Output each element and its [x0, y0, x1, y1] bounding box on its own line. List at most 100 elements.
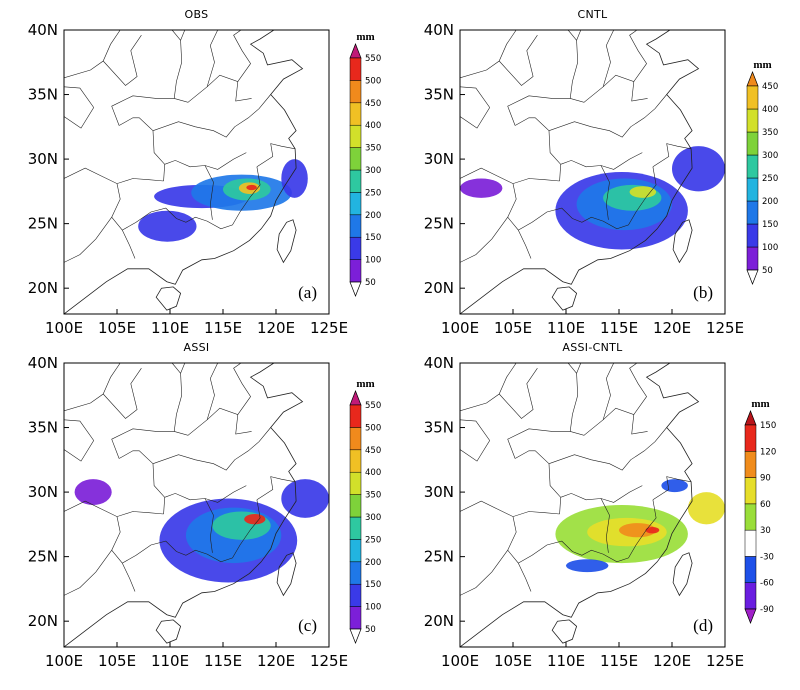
lon-tick-label: 125E	[310, 652, 348, 670]
colorbar-label: 500	[365, 76, 381, 86]
province-border	[64, 550, 112, 596]
lat-tick-label: 25N	[424, 215, 454, 233]
colorbar-segment	[349, 169, 362, 193]
map-frame	[459, 362, 726, 648]
map-frame	[63, 362, 330, 648]
colorbar-segment	[349, 427, 362, 451]
colorbar-top-arrow	[349, 43, 362, 59]
colorbar-label: 90	[760, 474, 771, 484]
province-border	[122, 562, 136, 592]
colorbar-segment	[746, 154, 759, 179]
colorbar-top-arrow	[746, 71, 759, 87]
rain-area	[460, 178, 503, 198]
taiwan-island	[276, 552, 297, 597]
lon-tick-label: 115E	[600, 319, 638, 337]
lat-tick-label: 40N	[424, 354, 454, 372]
province-border	[111, 363, 186, 459]
colorbar-segment	[349, 80, 362, 104]
lat-tick-label: 35N	[28, 86, 58, 104]
province-border	[507, 363, 582, 459]
panel-1: OBS (a) 100E 105E 110E 115E 120E 125E 20N 25N 30N 3…	[28, 8, 382, 337]
colorbar-segment	[744, 582, 757, 610]
province-border	[602, 30, 614, 87]
province-border	[460, 419, 491, 462]
province-border	[567, 30, 577, 41]
province-border	[233, 30, 251, 82]
lon-tick-label: 115E	[600, 652, 638, 670]
colorbar-label: 450	[365, 446, 381, 456]
colorbar-top-arrow	[349, 390, 362, 406]
colorbar-label: 150	[762, 220, 778, 230]
colorbar: 50 100 150 200 250 300 350 400 450 500 550 mm	[349, 31, 381, 297]
panel-label: (d)	[693, 616, 713, 635]
panel-title: CNTL	[578, 8, 609, 21]
province-border	[256, 143, 296, 168]
colorbar-segment	[349, 539, 362, 563]
rain-area	[619, 523, 657, 538]
colorbar-segment	[744, 503, 757, 531]
colorbar-unit: mm	[356, 31, 374, 43]
colorbar-label: -90	[760, 605, 774, 615]
coastline	[64, 30, 304, 314]
colorbar-segment	[349, 583, 362, 607]
rain-area	[687, 492, 725, 525]
lat-tick-label: 20N	[424, 612, 454, 630]
map-boundaries	[64, 30, 304, 314]
lat-tick-label: 35N	[424, 86, 454, 104]
panel-2: CNTL (b) 100E 105E 110E 115E 120E 125E 20N 25N 30N…	[424, 8, 779, 337]
province-border	[460, 500, 560, 517]
province-border	[602, 363, 614, 420]
rain-area	[661, 479, 688, 493]
rain-area	[281, 159, 308, 198]
colorbar-label: 350	[365, 144, 381, 154]
lon-tick-label: 115E	[204, 319, 242, 337]
lat-tick-label: 30N	[424, 483, 454, 501]
colorbar-label: 150	[760, 421, 776, 431]
colorbar-label: 450	[762, 82, 778, 92]
province-border	[460, 86, 491, 129]
lon-tick-label: 110E	[151, 319, 189, 337]
rain-area	[629, 186, 657, 198]
lon-tick-label: 120E	[653, 319, 691, 337]
rain-area	[566, 559, 609, 573]
colorbar-segment	[349, 561, 362, 585]
colorbar-label: 120	[760, 447, 776, 457]
colorbar: 50 100 150 200 250 300 350 400 450 mm	[746, 59, 778, 285]
hainan-island	[551, 286, 578, 311]
colorbar-label: -30	[760, 552, 774, 562]
colorbar-label: 450	[365, 99, 381, 109]
colorbar-bottom-arrow	[746, 269, 759, 285]
province-border	[256, 476, 296, 501]
panel-label: (b)	[693, 283, 713, 302]
colorbar-segment	[349, 147, 362, 171]
lon-tick-label: 125E	[310, 319, 348, 337]
province-border	[548, 427, 667, 471]
province-border	[111, 30, 186, 126]
lat-tick-label: 20N	[28, 279, 58, 297]
colorbar-bottom-arrow	[349, 628, 362, 644]
colorbar-segment	[744, 529, 757, 557]
rain-field	[74, 479, 329, 583]
lon-tick-label: 120E	[653, 652, 691, 670]
province-border	[600, 165, 610, 220]
lon-tick-label: 105E	[98, 319, 136, 337]
colorbar-label: 150	[365, 580, 381, 590]
colorbar-segment	[349, 404, 362, 428]
colorbar-label: 200	[762, 197, 778, 207]
lon-tick-label: 100E	[441, 319, 479, 337]
colorbar-bottom-arrow	[349, 281, 362, 297]
colorbar-label: 300	[365, 513, 381, 523]
colorbar-segment	[349, 57, 362, 81]
rain-area	[645, 526, 660, 534]
panel-title: ASSI-CNTL	[562, 341, 623, 354]
rain-area	[74, 479, 112, 505]
colorbar-label: 550	[365, 54, 381, 64]
province-border	[233, 363, 251, 415]
province-border	[514, 117, 562, 182]
colorbar-label: 400	[365, 121, 381, 131]
province-border	[152, 427, 271, 471]
lon-tick-label: 100E	[441, 652, 479, 670]
lon-tick-label: 105E	[98, 652, 136, 670]
colorbar-label: 250	[762, 174, 778, 184]
